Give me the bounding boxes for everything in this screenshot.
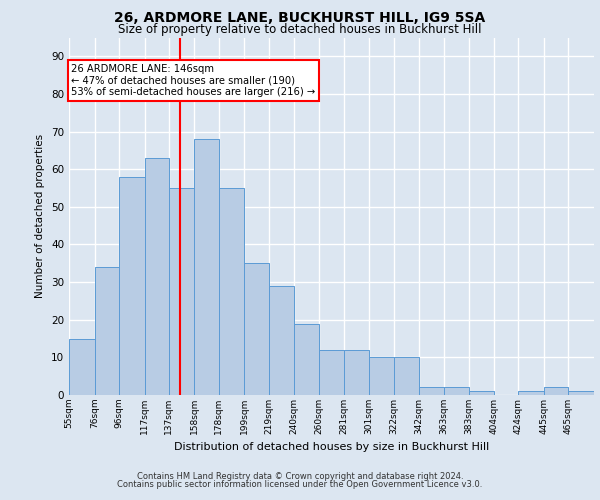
Bar [169, 188, 194, 395]
Bar [219, 188, 244, 395]
X-axis label: Distribution of detached houses by size in Buckhurst Hill: Distribution of detached houses by size … [174, 442, 489, 452]
Bar [119, 176, 145, 395]
Text: Contains public sector information licensed under the Open Government Licence v3: Contains public sector information licen… [118, 480, 482, 489]
Bar [269, 286, 295, 395]
Bar [419, 388, 444, 395]
Bar [295, 324, 319, 395]
Bar [518, 391, 544, 395]
Text: 26 ARDMORE LANE: 146sqm
← 47% of detached houses are smaller (190)
53% of semi-d: 26 ARDMORE LANE: 146sqm ← 47% of detache… [71, 64, 316, 97]
Text: Size of property relative to detached houses in Buckhurst Hill: Size of property relative to detached ho… [118, 22, 482, 36]
Bar [568, 391, 594, 395]
Text: 26, ARDMORE LANE, BUCKHURST HILL, IG9 5SA: 26, ARDMORE LANE, BUCKHURST HILL, IG9 5S… [115, 11, 485, 25]
Bar [194, 139, 219, 395]
Bar [244, 264, 269, 395]
Bar [394, 358, 419, 395]
Y-axis label: Number of detached properties: Number of detached properties [35, 134, 46, 298]
Bar [344, 350, 368, 395]
Bar [444, 388, 469, 395]
Bar [95, 267, 119, 395]
Bar [544, 388, 568, 395]
Bar [69, 338, 95, 395]
Bar [145, 158, 169, 395]
Bar [368, 358, 394, 395]
Bar [469, 391, 494, 395]
Bar [319, 350, 344, 395]
Text: Contains HM Land Registry data © Crown copyright and database right 2024.: Contains HM Land Registry data © Crown c… [137, 472, 463, 481]
